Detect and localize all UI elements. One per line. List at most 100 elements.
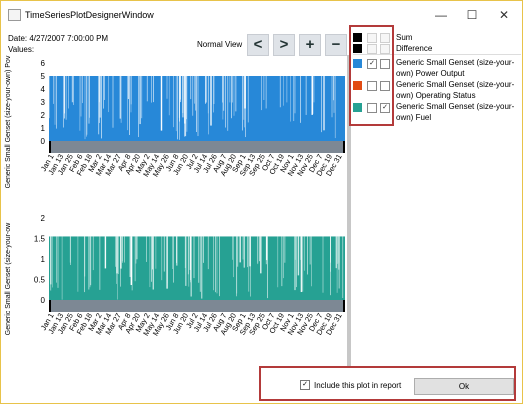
maximize-button[interactable]: ☐: [466, 8, 478, 22]
series-gap: [193, 236, 195, 279]
series-gap: [98, 76, 100, 135]
series-axis1-checkbox[interactable]: [367, 103, 377, 113]
y-tick-label: 0: [41, 137, 46, 146]
series-gap: [185, 236, 187, 286]
series-gap: [103, 76, 104, 109]
series-gap: [201, 236, 203, 299]
ok-button[interactable]: Ok: [414, 378, 514, 395]
app-icon: [8, 9, 21, 21]
series-gap: [184, 76, 187, 137]
series-color-swatch[interactable]: [353, 103, 362, 112]
series-axis2-checkbox[interactable]: [380, 33, 390, 43]
series-gap: [130, 236, 132, 286]
zoom-in-button[interactable]: +: [299, 34, 321, 56]
series-gap: [336, 236, 338, 293]
series-gap: [186, 76, 188, 132]
series-gap: [232, 76, 233, 103]
series-gap: [261, 76, 262, 111]
series-gap: [338, 236, 340, 289]
series-color-swatch[interactable]: [353, 33, 362, 42]
include-in-report-checkbox[interactable]: ✓: [300, 380, 310, 390]
series-gap: [56, 236, 57, 283]
series-gap: [194, 76, 195, 104]
series-axis1-checkbox[interactable]: [367, 81, 377, 91]
close-button[interactable]: ✕: [498, 8, 510, 22]
series-gap: [229, 76, 231, 103]
cursor-info: Date: 4/27/2007 7:00:00 PM Values:: [8, 33, 108, 55]
series-gap: [187, 236, 189, 275]
series-gap: [88, 76, 90, 124]
series-axis1-checkbox[interactable]: [367, 44, 377, 54]
series-axis2-checkbox[interactable]: [380, 59, 390, 69]
series-gap: [136, 236, 138, 260]
series-gap: [179, 76, 180, 140]
zoom-out-button[interactable]: −: [325, 34, 347, 56]
series-color-swatch[interactable]: [353, 81, 362, 90]
series-gap: [108, 76, 109, 113]
series-gap: [335, 236, 337, 269]
y-tick-label: 1: [41, 255, 46, 264]
series-area: [49, 76, 345, 141]
series-gap: [127, 76, 130, 100]
minimize-button[interactable]: —: [435, 8, 447, 22]
title-bar: TimeSeriesPlotDesignerWindow — ☐ ✕: [1, 1, 522, 27]
y-axis-label: Generic Small Genset (size-your-ow: [5, 222, 12, 335]
series-gap: [130, 76, 132, 105]
series-gap: [149, 236, 151, 288]
series-gap: [129, 76, 130, 136]
series-gap: [101, 76, 102, 139]
series-gap: [50, 236, 52, 291]
series-gap: [333, 76, 334, 101]
series-gap: [99, 76, 101, 118]
y-tick-label: 1: [41, 124, 46, 133]
series-gap: [286, 76, 288, 103]
series-gap: [77, 236, 79, 292]
y-tick-label: 1.5: [34, 235, 46, 244]
series-axis2-checkbox[interactable]: ✓: [380, 103, 390, 113]
series-gap: [134, 236, 136, 282]
series-gap: [293, 76, 295, 122]
series-gap: [263, 76, 265, 100]
series-gap: [313, 76, 315, 103]
series-gap: [53, 76, 54, 104]
series-gap: [233, 76, 235, 116]
series-gap: [146, 76, 148, 102]
series-gap: [232, 236, 233, 260]
series-gap: [309, 236, 311, 265]
series-gap: [166, 236, 168, 284]
next-button[interactable]: >: [273, 34, 295, 56]
series-gap: [86, 76, 87, 137]
series-gap: [146, 236, 147, 262]
y-tick-label: 4: [41, 85, 46, 94]
legend-item-label: Generic Small Genset (size-your-own) Ope…: [396, 80, 515, 100]
series-axis1-checkbox[interactable]: [367, 33, 377, 43]
series-gap: [54, 76, 56, 125]
series-gap: [305, 76, 307, 115]
series-gap: [196, 76, 197, 133]
legend-separator: [353, 54, 521, 55]
series-axis2-checkbox[interactable]: [380, 44, 390, 54]
series-gap: [294, 76, 296, 114]
range-right-handle: [343, 141, 345, 153]
series-gap: [92, 236, 94, 271]
y-tick-label: 3: [41, 98, 46, 107]
series-gap: [188, 236, 190, 287]
series-gap: [176, 236, 177, 263]
series-color-swatch[interactable]: [353, 44, 362, 53]
series-gap: [233, 236, 234, 278]
series-axis2-checkbox[interactable]: [380, 81, 390, 91]
prev-button[interactable]: <: [247, 34, 269, 56]
series-axis1-checkbox[interactable]: ✓: [367, 59, 377, 69]
splitter[interactable]: [347, 55, 351, 367]
series-gap: [182, 76, 184, 118]
series-gap: [155, 236, 157, 269]
y-axis-label: Generic Small Genset (size-your-own) Pov: [5, 55, 12, 188]
series-gap: [304, 236, 305, 271]
series-gap: [184, 76, 185, 137]
values-label: Values:: [8, 45, 35, 54]
series-gap: [283, 76, 284, 106]
series-gap: [330, 236, 331, 263]
series-gap: [139, 76, 141, 125]
series-color-swatch[interactable]: [353, 59, 362, 68]
series-gap: [135, 236, 137, 264]
